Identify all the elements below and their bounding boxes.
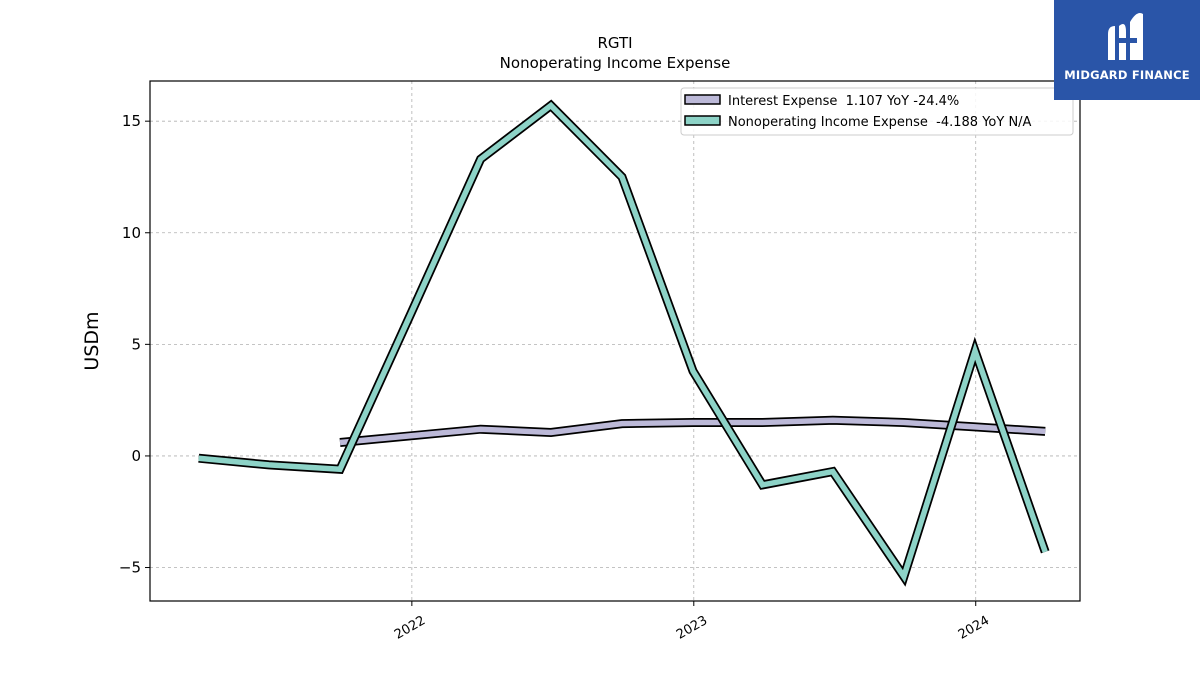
series-lines [198, 99, 1050, 587]
series-0 [339, 415, 1046, 447]
x-tick-label: 2022 [392, 613, 428, 643]
legend-label-nonoperating-income-expense: Nonoperating Income Expense -4.188 YoY N… [728, 115, 1032, 130]
y-tick-label: 10 [122, 224, 141, 242]
y-tick-label: 0 [131, 447, 141, 465]
y-tick-label: 5 [131, 335, 141, 353]
grid [150, 81, 1080, 601]
legend-swatch-nonoperating-income-expense [684, 115, 721, 126]
y-tick-label: −5 [119, 559, 141, 577]
legend-swatch-interest-expense [684, 94, 721, 105]
series-line [198, 101, 1048, 583]
x-tick-label: 2024 [956, 613, 992, 643]
x-tick-label: 2023 [674, 613, 710, 643]
chart-title: RGTI [597, 34, 632, 52]
brand-name: MIDGARD FINANCE [1064, 68, 1190, 82]
chart-subtitle: Nonoperating Income Expense [500, 54, 731, 72]
series-1 [198, 99, 1050, 587]
brand-logo: MIDGARD FINANCE [1054, 0, 1200, 100]
axis-ticks: −5 0 5 10 15 2022 2023 2024 [119, 112, 992, 643]
y-tick-label: 15 [122, 112, 141, 130]
legend: Interest Expense 1.107 YoY -24.4% Nonope… [680, 87, 1074, 136]
legend-label-interest-expense: Interest Expense 1.107 YoY -24.4% [728, 94, 959, 109]
brand-logo-icon [1108, 13, 1143, 60]
y-axis-label: USDm [81, 311, 103, 370]
legend-frame [680, 87, 1074, 136]
series-line [339, 417, 1046, 446]
plot-frame [149, 80, 1081, 602]
